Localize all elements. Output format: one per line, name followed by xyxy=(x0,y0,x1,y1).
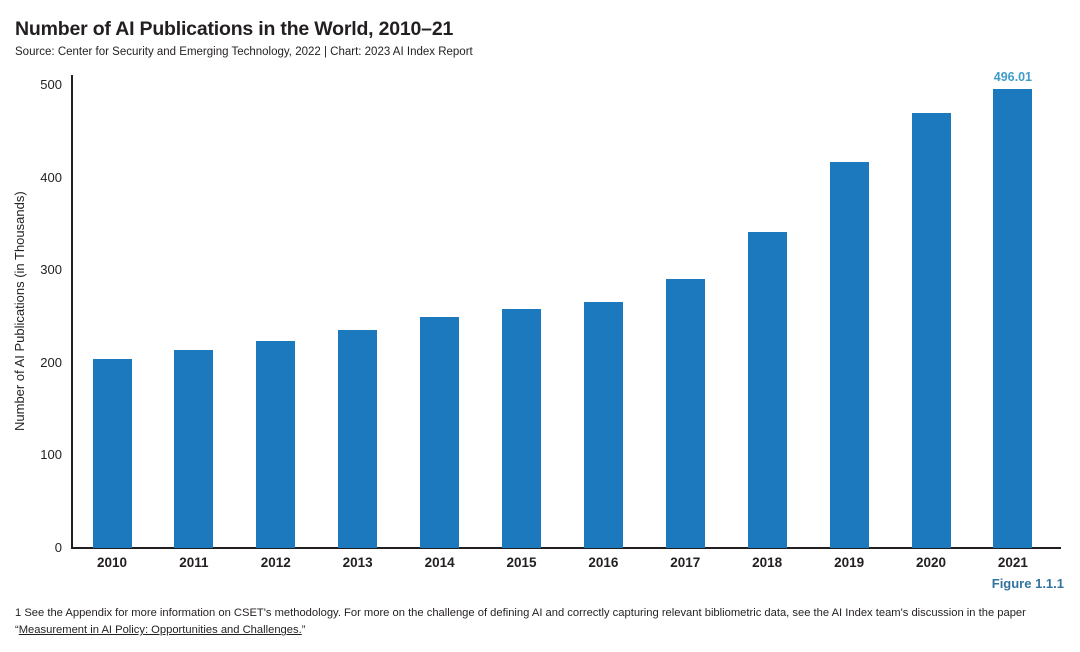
y-axis-title: Number of AI Publications (in Thousands) xyxy=(12,191,27,432)
bar-2019 xyxy=(829,161,869,548)
y-tick-label-100: 100 xyxy=(40,447,62,463)
footnote-closing-quote: ” xyxy=(301,624,306,637)
x-tick-label-2012: 2012 xyxy=(260,555,291,570)
x-tick-label-2017: 2017 xyxy=(670,555,701,570)
bar-2017 xyxy=(665,278,705,548)
x-tick-label-2010: 2010 xyxy=(96,555,128,570)
x-tick-label-2015: 2015 xyxy=(506,555,537,570)
y-tick-label-300: 300 xyxy=(40,262,62,278)
bar-2011 xyxy=(174,349,214,548)
x-tick-label-2019: 2019 xyxy=(834,555,865,570)
footnote-text: 1 See the Appendix for more information … xyxy=(15,607,1026,637)
x-tick-label-2013: 2013 xyxy=(342,555,373,570)
bar-2021 xyxy=(993,88,1033,548)
footnote-paper-link[interactable]: Measurement in AI Policy: Opportunities … xyxy=(18,624,302,637)
y-tick-label-200: 200 xyxy=(40,354,62,370)
chart-source-line: Source: Center for Security and Emerging… xyxy=(15,46,473,58)
y-tick-label-400: 400 xyxy=(40,169,62,185)
bar-2012 xyxy=(256,340,296,548)
figure-number-label: Figure 1.1.1 xyxy=(991,576,1064,591)
y-tick-label-500: 500 xyxy=(40,77,62,92)
x-axis-line xyxy=(71,546,1061,549)
bar-2020 xyxy=(911,112,951,548)
footnote: 1 See the Appendix for more information … xyxy=(15,605,1073,640)
plot-area: 496.01 2010 2011 2012 2013 2014 2015 2016 2017 2… xyxy=(72,70,1060,570)
y-axis-line xyxy=(71,75,73,548)
bar-2016 xyxy=(583,301,623,548)
x-tick-label-2018: 2018 xyxy=(752,555,783,570)
chart-title: Number of AI Publications in the World, … xyxy=(15,18,454,40)
bar-value-label-2021: 496.01 xyxy=(993,69,1032,84)
x-tick-label-2021: 2021 xyxy=(997,555,1028,570)
bar-2010 xyxy=(92,359,132,548)
x-tick-label-2014: 2014 xyxy=(424,555,455,570)
y-tick-label-0: 0 xyxy=(54,540,62,555)
bar-2018 xyxy=(747,232,787,548)
x-tick-label-2016: 2016 xyxy=(588,555,619,570)
x-tick-label-2020: 2020 xyxy=(915,555,947,570)
bar-2015 xyxy=(502,309,541,548)
bar-2013 xyxy=(338,330,378,548)
bar-2014 xyxy=(420,316,460,548)
x-tick-label-2011: 2011 xyxy=(179,555,209,570)
